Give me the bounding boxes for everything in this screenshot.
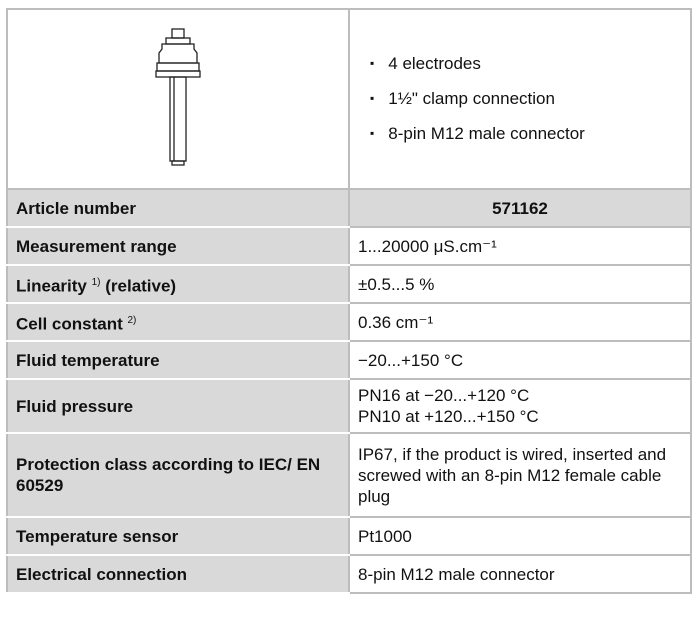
spec-value: IP67, if the product is wired, inserted …	[349, 433, 691, 517]
spec-row: Measurement range 1...20000 μS.cm⁻¹	[7, 227, 691, 265]
value-text: 8-pin M12 male connector	[358, 565, 555, 584]
label-text: Cell constant	[16, 314, 123, 333]
label-text: Protection class according to IEC/ EN 60…	[16, 455, 320, 495]
spec-label: Linearity 1) (relative)	[7, 265, 349, 303]
footnote-ref: 1)	[92, 277, 101, 288]
spec-value: −20...+150 °C	[349, 341, 691, 379]
spec-label: Fluid pressure	[7, 379, 349, 433]
value-text: IP67, if the product is wired, inserted …	[358, 445, 666, 506]
feature-item: 8-pin M12 male connector	[370, 117, 682, 152]
spec-value: ±0.5...5 %	[349, 265, 691, 303]
spec-value: 8-pin M12 male connector	[349, 555, 691, 593]
spec-value: 1...20000 μS.cm⁻¹	[349, 227, 691, 265]
value-text: 571162	[492, 199, 548, 218]
feature-item: 1½" clamp connection	[370, 82, 682, 117]
label-text: Temperature sensor	[16, 527, 178, 546]
spec-row: Fluid temperature −20...+150 °C	[7, 341, 691, 379]
page: 4 electrodes1½" clamp connection8-pin M1…	[0, 0, 697, 618]
spec-label: Temperature sensor	[7, 517, 349, 555]
spec-label: Fluid temperature	[7, 341, 349, 379]
label-text: Article number	[16, 199, 136, 218]
value-text: 0.36 cm⁻¹	[358, 313, 433, 332]
spec-label: Electrical connection	[7, 555, 349, 593]
sensor-drawing	[148, 27, 208, 167]
value-text: −20...+150 °C	[358, 351, 463, 370]
spec-row: Linearity 1) (relative) ±0.5...5 %	[7, 265, 691, 303]
label-text: Fluid pressure	[16, 397, 133, 416]
value-text: ±0.5...5 %	[358, 275, 434, 294]
spec-row: Article number 571162	[7, 189, 691, 227]
label-text: Fluid temperature	[16, 351, 160, 370]
product-image-cell	[7, 9, 349, 189]
spec-row: Electrical connection 8-pin M12 male conn…	[7, 555, 691, 593]
spec-value: Pt1000	[349, 517, 691, 555]
spec-label: Protection class according to IEC/ EN 60…	[7, 433, 349, 517]
feature-item: 4 electrodes	[370, 47, 682, 82]
spec-label: Measurement range	[7, 227, 349, 265]
value-line: PN16 at −20...+120 °C	[358, 385, 682, 406]
value-line: PN10 at +120...+150 °C	[358, 406, 682, 427]
spec-row: Cell constant 2) 0.36 cm⁻¹	[7, 303, 691, 341]
label-text: Linearity	[16, 276, 87, 295]
spec-row: Protection class according to IEC/ EN 60…	[7, 433, 691, 517]
label-suffix: (relative)	[105, 276, 176, 295]
spec-label: Cell constant 2)	[7, 303, 349, 341]
label-text: Measurement range	[16, 237, 177, 256]
label-text: Electrical connection	[16, 565, 187, 584]
spec-row: Temperature sensor Pt1000	[7, 517, 691, 555]
spec-value: 571162	[349, 189, 691, 227]
spec-value: 0.36 cm⁻¹	[349, 303, 691, 341]
value-text: Pt1000	[358, 527, 412, 546]
value-text: 1...20000 μS.cm⁻¹	[358, 237, 497, 256]
spec-label: Article number	[7, 189, 349, 227]
footnote-ref: 2)	[127, 315, 136, 326]
